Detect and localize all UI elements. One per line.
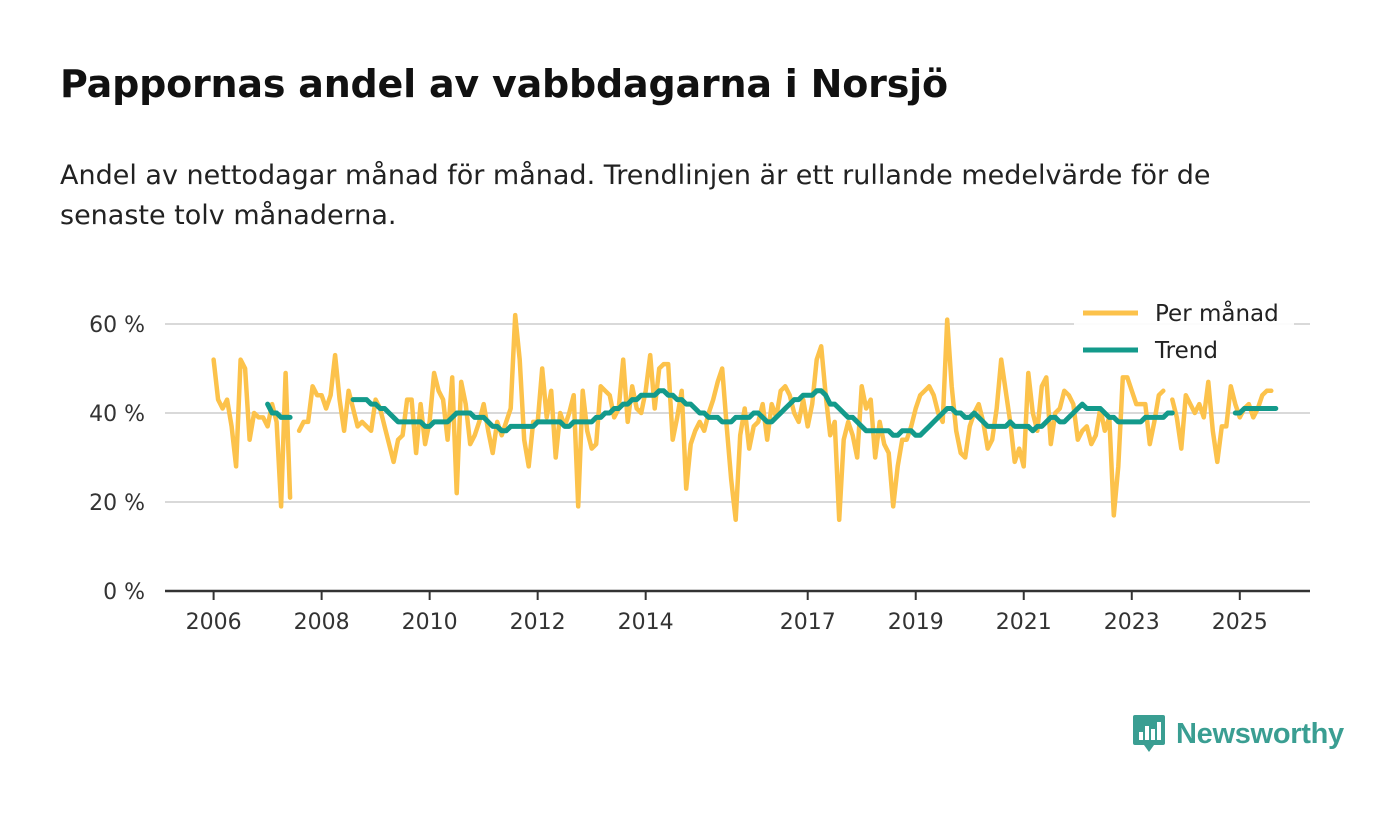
y-tick-label: 40 % — [89, 402, 145, 427]
chart-title: Pappornas andel av vabbdagarna i Norsjö — [60, 62, 948, 106]
newsworthy-logo-icon — [1133, 715, 1165, 752]
trend-line-segment — [1232, 406, 1279, 416]
series-layer — [211, 312, 1279, 523]
x-tick-label: 2025 — [1212, 610, 1268, 635]
x-tick-label: 2006 — [186, 610, 242, 635]
legend-label: Per månad — [1155, 299, 1279, 327]
y-tick-label: 60 % — [89, 313, 145, 338]
legend: Per månad Trend — [1074, 294, 1294, 374]
x-tick-label: 2010 — [402, 610, 458, 635]
x-tick-label: 2023 — [1104, 610, 1160, 635]
y-tick-label: 20 % — [89, 491, 145, 516]
series-trend — [265, 388, 1279, 438]
trend-line-segment — [350, 388, 1175, 438]
monthly-line-segment — [296, 312, 1166, 523]
trend-line-segment — [265, 401, 293, 420]
x-tick-label: 2019 — [888, 610, 944, 635]
x-tick-label: 2014 — [618, 610, 674, 635]
series-per-manad — [211, 312, 1274, 523]
x-tick-label: 2008 — [294, 610, 350, 635]
legend-label: Trend — [1154, 338, 1218, 364]
monthly-line-segment — [1170, 379, 1274, 465]
axis-layer: 0 % 20 % 40 % 60 % 2006 2008 2010 2012 2014 2017 2… — [89, 313, 1310, 635]
x-tick-label: 2017 — [780, 610, 836, 635]
chart-subtitle: Andel av nettodagar månad för månad. Tre… — [60, 160, 1211, 231]
legend-background — [1074, 294, 1294, 374]
y-tick-label: 0 % — [103, 580, 145, 605]
newsworthy-logo: Newsworthy — [1132, 712, 1344, 756]
monthly-line-segment — [211, 357, 293, 509]
newsworthy-logo-text: Newsworthy — [1176, 717, 1344, 750]
x-tick-label: 2021 — [996, 610, 1052, 635]
x-tick-label: 2012 — [510, 610, 566, 635]
